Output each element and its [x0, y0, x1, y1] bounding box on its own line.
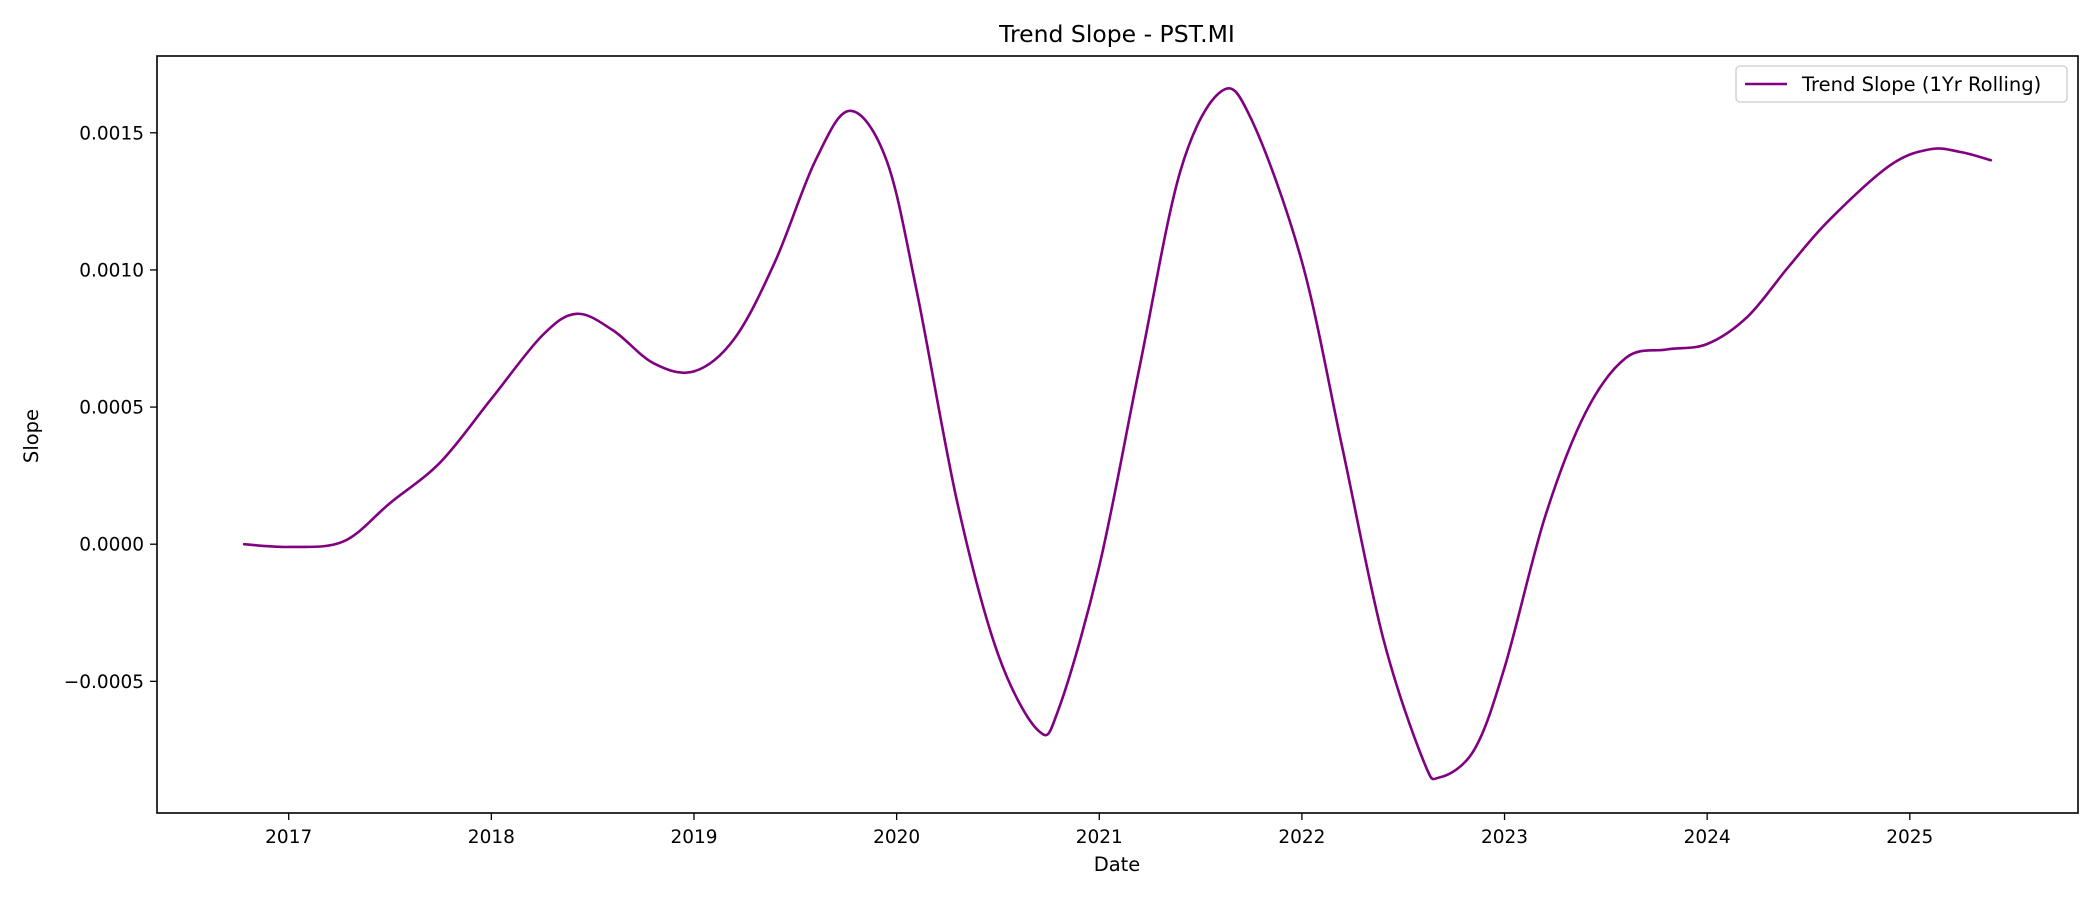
- y-axis: 0.0015 0.0010 0.0005 0.0000 −0.0005: [64, 123, 157, 693]
- x-tick-label: 2022: [1278, 827, 1325, 848]
- y-tick-label: −0.0005: [64, 672, 144, 693]
- x-tick-label: 2018: [468, 827, 515, 848]
- legend-label: Trend Slope (1Yr Rolling): [1801, 73, 2041, 96]
- plot-frame: [156, 55, 2079, 814]
- x-tick-label: 2021: [1076, 827, 1123, 848]
- chart-title: Trend Slope - PST.MI: [998, 20, 1235, 48]
- y-tick-label: 0.0005: [79, 398, 144, 419]
- y-tick-label: 0.0015: [79, 123, 144, 144]
- series-layer: [242, 87, 1993, 781]
- y-axis-label: Slope: [20, 409, 43, 463]
- legend-box: [1735, 65, 2068, 103]
- x-tick-label: 2023: [1481, 827, 1528, 848]
- x-tick-label: 2024: [1684, 827, 1731, 848]
- y-tick-label: 0.0010: [79, 260, 144, 281]
- x-axis-label: Date: [1094, 853, 1141, 876]
- x-tick-label: 2025: [1886, 827, 1933, 848]
- x-tick-label: 2020: [873, 827, 920, 848]
- series-line: [242, 87, 1993, 781]
- x-tick-label: 2017: [265, 827, 312, 848]
- x-tick-label: 2019: [670, 827, 717, 848]
- x-axis: 2017 2018 2019 2020 2021 2022 2023 2024 2025: [265, 813, 1933, 848]
- y-tick-label: 0.0000: [79, 535, 144, 556]
- legend: Trend Slope (1Yr Rolling): [1735, 65, 2068, 103]
